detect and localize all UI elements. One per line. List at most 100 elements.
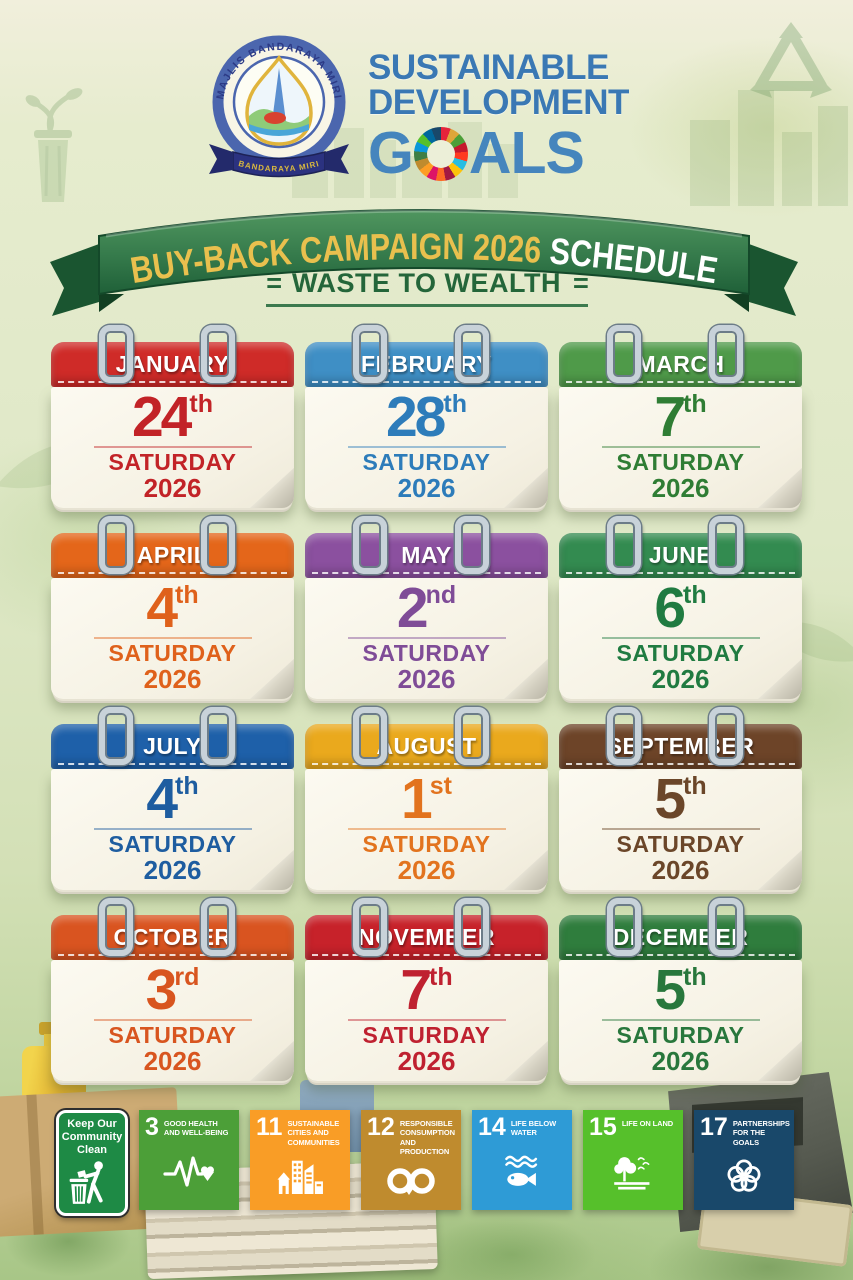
sdg-tile-17: 17 PARTNERSHIPS FOR THE GOALS [694, 1110, 794, 1210]
binder-ring-icon [709, 707, 743, 765]
weekday-label: SATURDAY [616, 640, 745, 666]
weekday-label: SATURDAY [362, 449, 491, 475]
date: 1st [305, 771, 548, 828]
binder-ring-icon [709, 898, 743, 956]
binder-ring-icon [709, 516, 743, 574]
date-ordinal: th [175, 772, 199, 800]
sdg-tile-header: 15 LIFE ON LAND [589, 1114, 677, 1139]
date-number: 4 [146, 769, 178, 831]
city-skyline-watermark [690, 90, 848, 206]
binder-ring-icon [201, 898, 235, 956]
month-body: 4th SATURDAY 2026 [51, 578, 294, 699]
year-label: 2026 [397, 664, 456, 695]
month-header: MARCH [559, 342, 802, 387]
date-divider [347, 446, 506, 448]
date-ordinal: th [175, 581, 199, 609]
sdg-label: LIFE BELOW WATER [510, 1119, 557, 1138]
date-number: 24 [131, 387, 192, 449]
month-body: 24th SATURDAY 2026 [51, 387, 294, 508]
date-number: 28 [385, 387, 446, 449]
month-name: APRIL [136, 542, 209, 568]
month-card-september: SEPTEMBER 5th SATURDAY 2026 [559, 707, 802, 890]
sdg-tile-header: 11 SUSTAINABLE CITIES AND COMMUNITIES [256, 1113, 344, 1147]
city-icon [274, 1158, 326, 1194]
year-label: 2026 [143, 473, 202, 504]
date-ordinal: rd [174, 963, 200, 991]
litter-disposal-icon [69, 1160, 103, 1204]
date-number: 1 [401, 769, 433, 831]
month-card-january: JANUARY 24th SATURDAY 2026 [51, 325, 294, 508]
partnership-icon [718, 1158, 770, 1194]
month-header: JUNE [559, 533, 802, 578]
sdg-word-development: DEVELOPMENT [368, 83, 629, 122]
year-label: 2026 [651, 473, 710, 504]
sdg-label: PARTNERSHIPS FOR THE GOALS [732, 1119, 790, 1147]
weekday-label: SATURDAY [616, 1022, 745, 1048]
sdg-wordmark: SUSTAINABLE DEVELOPMENT G ALS [368, 50, 629, 183]
date-number: 7 [400, 960, 432, 1022]
weekday-label: SATURDAY [108, 640, 237, 666]
month-header: MAY [305, 533, 548, 578]
sdg-label: SUSTAINABLE CITIES AND COMMUNITIES [287, 1119, 340, 1147]
date-ordinal: st [429, 772, 452, 800]
year-label: 2026 [651, 664, 710, 695]
keep-community-clean-sign: Keep Our Community Clean [56, 1110, 128, 1216]
date-number: 5 [654, 769, 686, 831]
year-label: 2026 [143, 855, 202, 886]
month-card-april: APRIL 4th SATURDAY 2026 [51, 516, 294, 699]
month-card-may: MAY 2nd SATURDAY 2026 [305, 516, 548, 699]
month-card-march: MARCH 7th SATURDAY 2026 [559, 325, 802, 508]
sdg-word-goals: G ALS [368, 124, 629, 183]
sdg-number: 3 [145, 1113, 159, 1141]
binder-ring-icon [353, 898, 387, 956]
month-name: JUNE [648, 542, 713, 568]
sdg-number: 11 [256, 1113, 283, 1141]
equals-decoration: = [266, 268, 282, 298]
sdg-label: RESPONSIBLE CONSUMPTION AND PRODUCTION [399, 1119, 455, 1157]
date-divider [601, 828, 760, 830]
infinity-icon [385, 1163, 437, 1199]
year-label: 2026 [397, 855, 456, 886]
weekday-label: SATURDAY [362, 640, 491, 666]
date: 28th [305, 389, 548, 446]
month-card-august: AUGUST 1st SATURDAY 2026 [305, 707, 548, 890]
date-divider [601, 1019, 760, 1021]
month-header: AUGUST [305, 724, 548, 769]
date-number: 7 [654, 387, 686, 449]
binder-ring-icon [99, 325, 133, 383]
month-header: SEPTEMBER [559, 724, 802, 769]
tagline-text: WASTE TO WEALTH [292, 268, 561, 298]
calendar-grid: JANUARY 24th SATURDAY 2026 FEBRUARY 28th… [51, 325, 802, 1081]
tagline: = WASTE TO WEALTH = [0, 268, 853, 299]
weekday-label: SATURDAY [616, 449, 745, 475]
footer-row: Keep Our Community Clean 3 GOOD HEALTH A… [56, 1110, 794, 1216]
binder-ring-icon [607, 707, 641, 765]
date-ordinal: th [443, 390, 467, 418]
binder-ring-icon [201, 707, 235, 765]
month-body: 7th SATURDAY 2026 [305, 960, 548, 1081]
binder-ring-icon [607, 898, 641, 956]
goals-letter-g: G [368, 120, 414, 186]
equals-decoration: = [572, 268, 589, 298]
date-divider [93, 446, 252, 448]
sdg-word-sustainable: SUSTAINABLE [368, 48, 609, 87]
date-ordinal: th [683, 963, 707, 991]
sign-text: Keep Our Community Clean [61, 1118, 123, 1157]
binder-ring-icon [99, 516, 133, 574]
month-header: JANUARY [51, 342, 294, 387]
binder-ring-icon [709, 325, 743, 383]
month-body: 4th SATURDAY 2026 [51, 769, 294, 890]
date: 7th [305, 962, 548, 1019]
date-divider [93, 1019, 252, 1021]
sdg-tile-header: 3 GOOD HEALTH AND WELL-BEING [145, 1113, 233, 1141]
sdg-number: 14 [478, 1113, 506, 1141]
month-header: OCTOBER [51, 915, 294, 960]
goals-letters-als: ALS [468, 120, 585, 186]
binder-ring-icon [353, 516, 387, 574]
sdg-tile-12: 12 RESPONSIBLE CONSUMPTION AND PRODUCTIO… [361, 1110, 461, 1210]
month-body: 3rd SATURDAY 2026 [51, 960, 294, 1081]
ribbon-left-tail [50, 244, 99, 316]
campaign-ribbon-banner: BUY-BACK CAMPAIGN 2026 SCHEDULE [50, 209, 798, 316]
trash-bin-sprout-watermark-icon [25, 88, 83, 202]
